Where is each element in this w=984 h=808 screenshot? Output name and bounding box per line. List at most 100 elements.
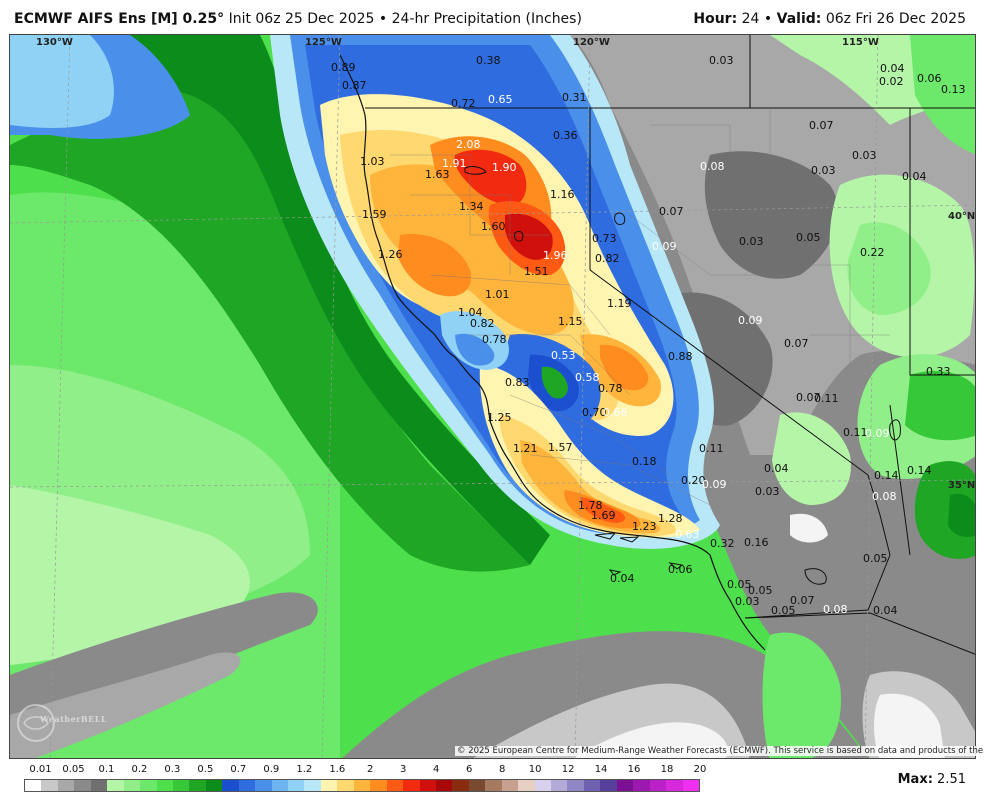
colorbar-swatch	[551, 780, 568, 791]
ca-nv-border	[589, 108, 891, 619]
colorbar-swatch	[90, 780, 108, 791]
model-name: ECMWF AIFS Ens [M] 0.25	[14, 11, 218, 27]
channel-island-4	[608, 569, 622, 576]
precip-value-label: 0.05	[863, 552, 888, 565]
colorbar-swatch	[386, 780, 404, 791]
colorbar-tick-label: 0.1	[98, 764, 115, 775]
precip-value-label: 0.22	[860, 246, 885, 259]
precip-map-svg: 130°W 125°W 120°W 115°W 40°N 35°N 0.89 0.…	[10, 35, 975, 758]
precip-value-label: 0.53	[551, 349, 576, 362]
precip-value-label: 0.04	[902, 170, 927, 183]
lake-tahoe	[514, 230, 524, 242]
precip-value-label: 0.07	[796, 391, 821, 404]
precip-value-label: 0.33	[926, 365, 951, 378]
precip-value-label: 2.08	[456, 138, 481, 151]
az-green-darkest	[948, 493, 975, 537]
colorbar-swatch	[419, 780, 436, 791]
precip-value-label: 0.06	[917, 72, 942, 85]
colorbar	[24, 779, 700, 792]
precip-value-label: 0.03	[735, 595, 760, 608]
colorbar-tick-label: 12	[561, 764, 575, 775]
precip-value-label: 0.66	[603, 406, 628, 419]
hour-value: 24	[741, 11, 760, 27]
colorbar-tick-label: 0.5	[197, 764, 214, 775]
colorbar-swatch	[682, 780, 699, 791]
precip-value-label: 1.57	[548, 441, 573, 454]
precip-value-label: 0.03	[739, 235, 764, 248]
colorbar-swatch	[156, 780, 173, 791]
lon-label-130w: 130°W	[36, 37, 73, 48]
precip-value-label: 0.11	[814, 392, 839, 405]
valley-green	[541, 366, 568, 399]
colorbar-swatch	[222, 780, 239, 791]
baja-green	[762, 632, 841, 758]
colorbar-swatch	[140, 780, 157, 791]
bay-blue	[455, 333, 495, 366]
colorbar-swatch	[353, 780, 371, 791]
colorbar-tick-label: 10	[528, 764, 542, 775]
precip-value-label: 0.04	[880, 62, 905, 75]
graticule	[10, 35, 975, 758]
lake-mead	[889, 419, 901, 441]
precip-value-label: 0.20	[681, 474, 706, 487]
precip-value-label: 0.38	[476, 54, 501, 67]
precip-value-label: 0.82	[595, 252, 620, 265]
colorbar-swatch	[666, 780, 683, 791]
channel-island-1	[594, 532, 617, 540]
precip-value-label: 0.88	[668, 350, 693, 363]
precip-darkorange-central	[600, 344, 649, 391]
sonora-white	[874, 693, 945, 758]
colorbar-swatch	[271, 780, 288, 791]
lat-label-35n: 35°N	[948, 480, 975, 491]
precip-value-label: 1.23	[632, 520, 657, 533]
precip-value-label: 0.87	[342, 79, 367, 92]
colorbar-tick-label: 8	[498, 764, 506, 775]
colorbar-swatch	[468, 780, 486, 791]
precip-value-label: 1.01	[485, 288, 510, 301]
valid-time-header: Hour: 24 • Valid: 06z Fri 26 Dec 2025	[693, 11, 966, 27]
precip-value-label: 0.73	[592, 232, 617, 245]
colorbar-swatch	[123, 780, 141, 791]
precip-value-label: 0.07	[790, 594, 815, 607]
colorbar-swatch	[616, 780, 634, 791]
precip-value-label: 0.13	[941, 83, 966, 96]
colorbar-tick-label: 0.7	[230, 764, 247, 775]
precip-darkred-sierra	[505, 213, 553, 260]
precip-value-label: 1.03	[360, 155, 385, 168]
colorbar-tick-label: 6	[465, 764, 473, 775]
precip-value-label: 1.28	[658, 512, 683, 525]
colorbar-tick-label: 14	[594, 764, 608, 775]
az-green-dark	[905, 371, 975, 441]
precip-value-label: 1.59	[362, 208, 387, 221]
precip-value-label: 0.11	[843, 426, 868, 439]
precip-value-label: 0.04	[764, 462, 789, 475]
colorbar-tick-label: 0.9	[263, 764, 280, 775]
precip-red-south	[580, 497, 626, 523]
nv-ut-border	[909, 108, 975, 376]
weatherbell-watermark: WeatherBELL	[14, 700, 107, 746]
precipitation-map[interactable]: 130°W 125°W 120°W 115°W 40°N 35°N 0.89 0.…	[9, 34, 976, 759]
precip-value-label: 0.70	[582, 406, 607, 419]
colorbar-tick-label: 4	[433, 764, 440, 775]
precip-value-label: 0.78	[598, 382, 623, 395]
lon-label-120w: 120°W	[573, 37, 610, 48]
hour-label: Hour:	[693, 11, 738, 27]
precip-value-label: 1.21	[513, 442, 538, 455]
precip-value-label: 1.26	[378, 248, 403, 261]
precip-value-label: 0.02	[879, 75, 904, 88]
channel-island-3	[668, 562, 684, 570]
colorbar-ticks: 0.01 0.05 0.1 0.2 0.3 0.5 0.7 0.9 1.2 1.6 2 3 4 6 8 10 1…	[24, 764, 706, 776]
colorbar-tick-label: 20	[693, 764, 707, 775]
colorbar-swatch	[583, 780, 601, 791]
colorbar-swatch	[304, 780, 321, 791]
colorbar-swatch	[25, 780, 42, 791]
precip-value-label: 0.07	[784, 337, 809, 350]
colorbar-swatch	[238, 780, 256, 791]
colorbar-swatch	[320, 780, 338, 791]
colorbar-tick-label: 16	[627, 764, 641, 775]
precip-value-label: 0.16	[744, 536, 769, 549]
lon-label-125w: 125°W	[305, 37, 342, 48]
precip-orange-coast	[398, 234, 471, 297]
colorbar-swatch	[485, 780, 502, 791]
precip-value-label: 0.05	[796, 231, 821, 244]
